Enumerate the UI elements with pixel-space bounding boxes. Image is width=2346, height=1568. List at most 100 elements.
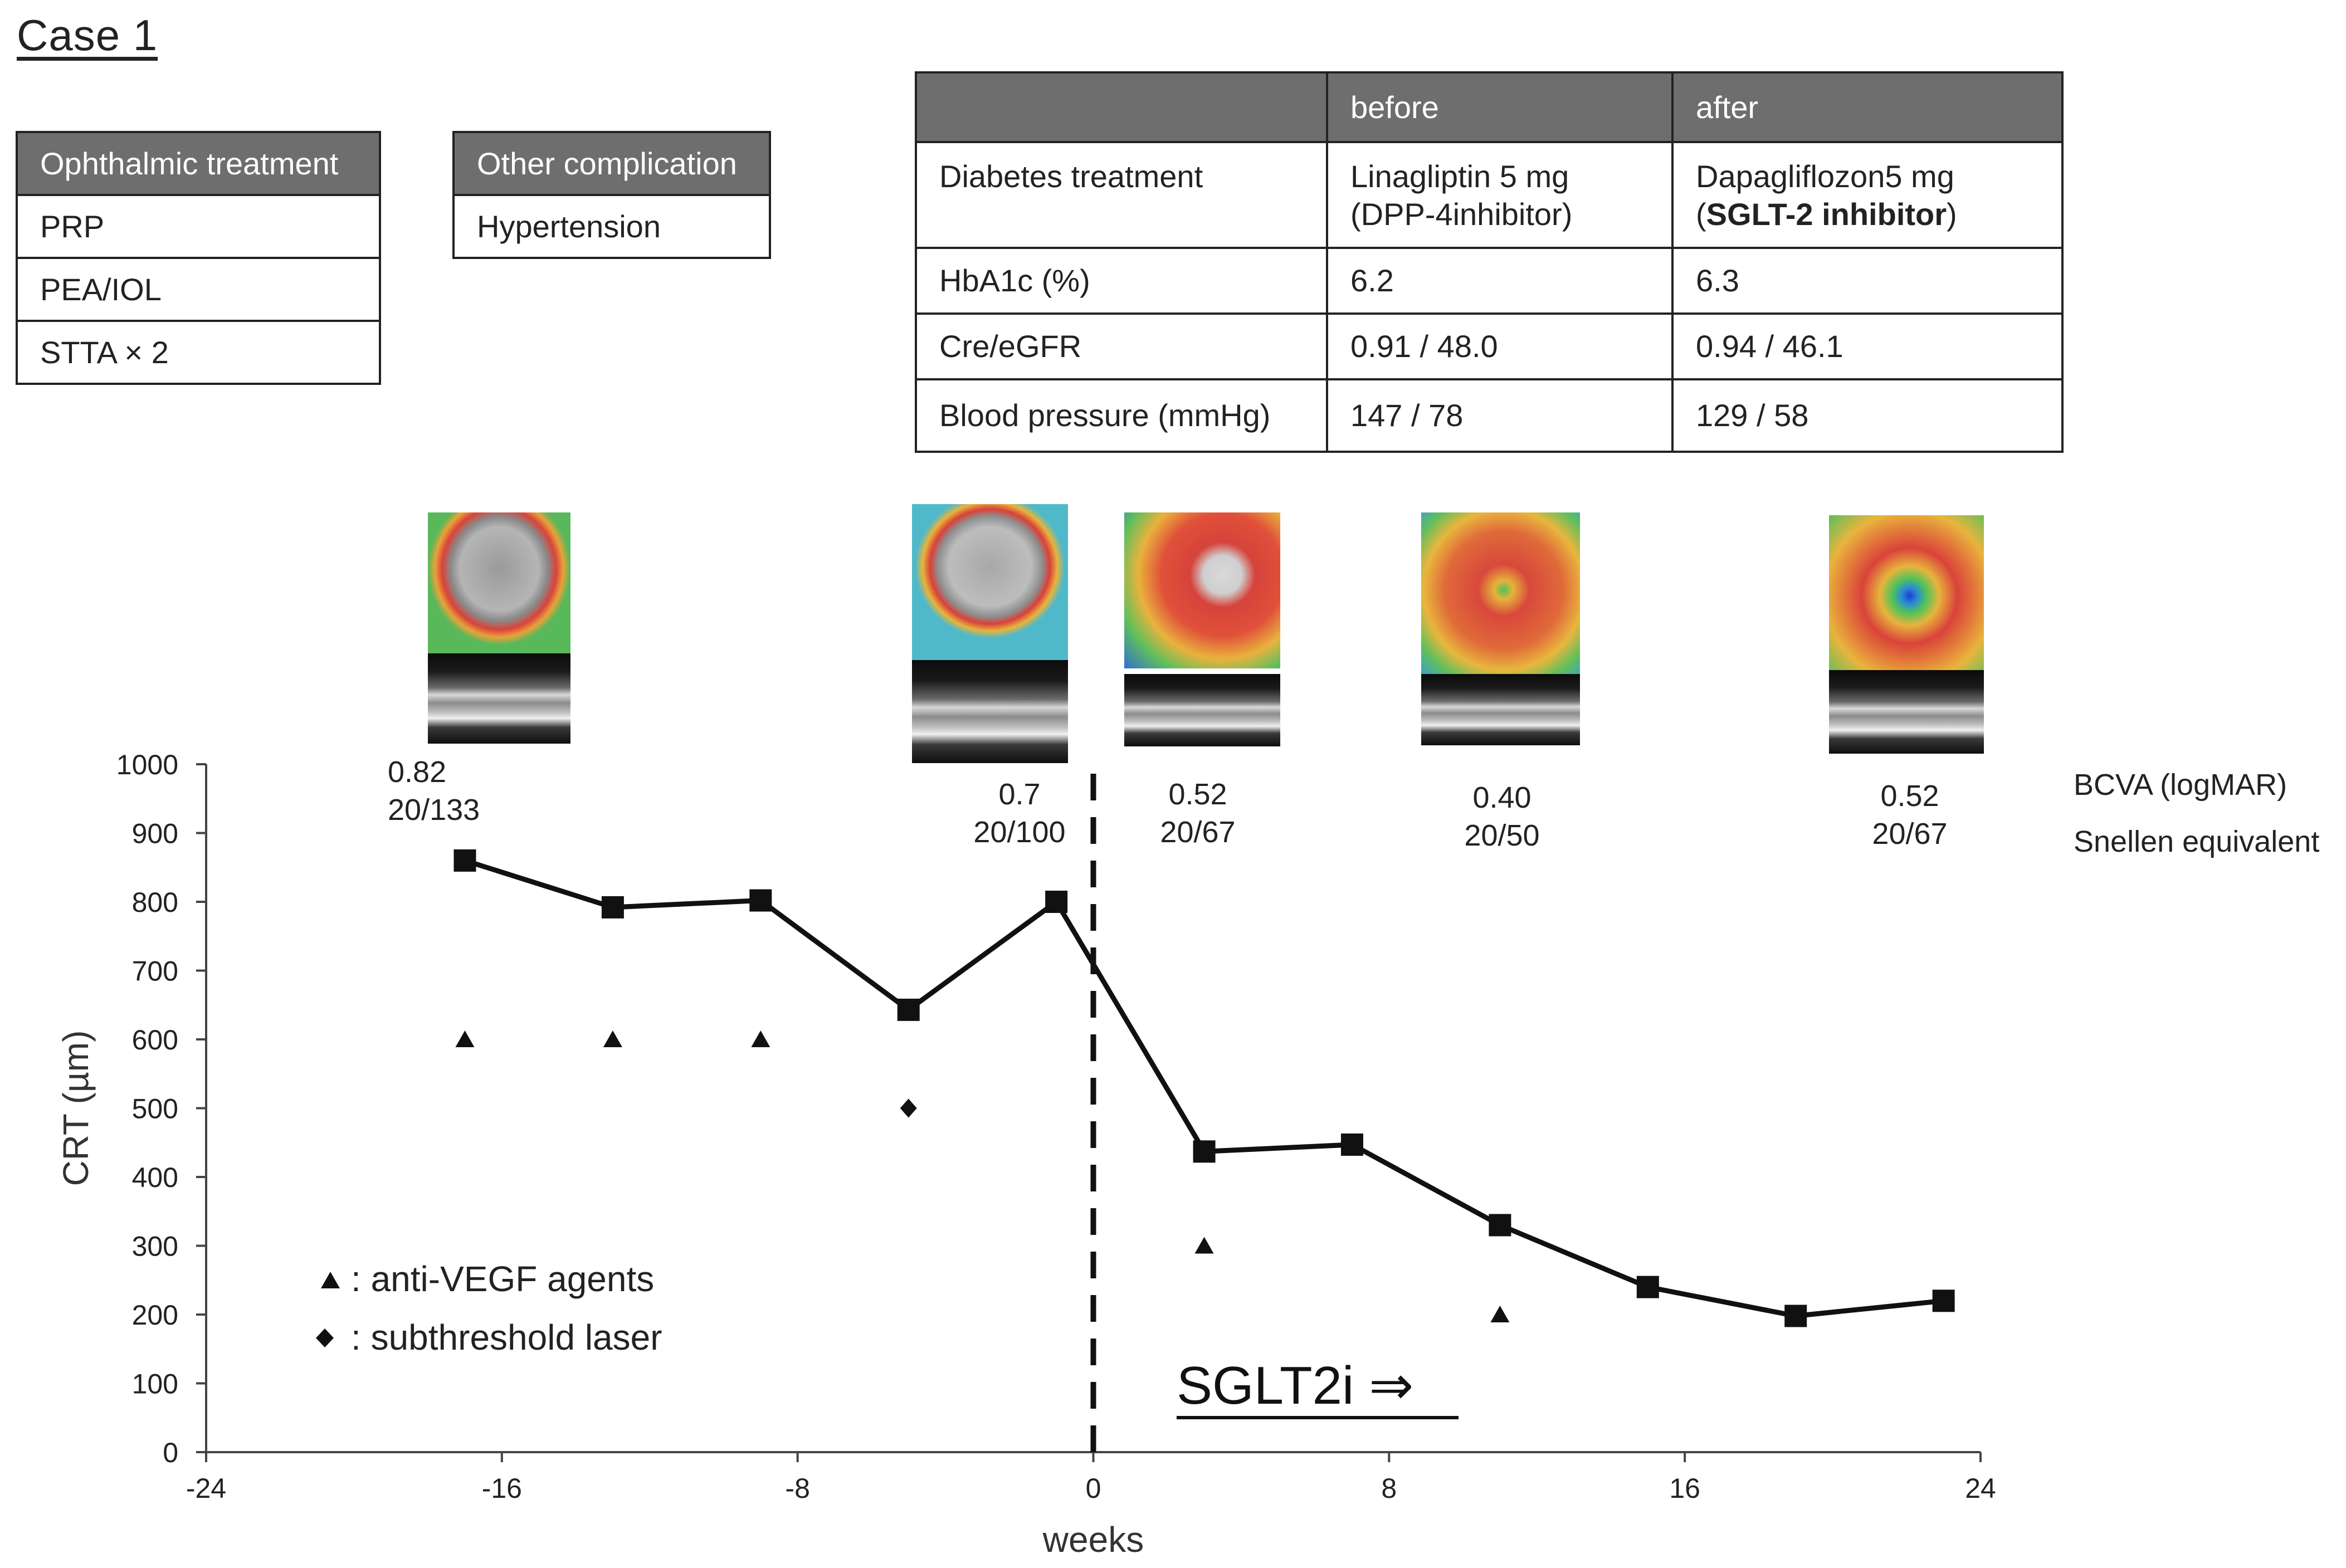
- y-tick-label: 700: [132, 956, 178, 987]
- anti-vegf-marker: [1194, 1237, 1214, 1254]
- crt-point: [1932, 1289, 1955, 1312]
- sglt2i-annotation: SGLT2i ⇒: [1177, 1356, 1413, 1415]
- anti-vegf-marker: [1490, 1306, 1510, 1322]
- after-line1: Dapagliflozon5 mg: [1696, 159, 1954, 194]
- ophthalmic-item: PEA/IOL: [16, 257, 381, 322]
- after-value: 0.94 / 46.1: [1671, 312, 2064, 380]
- crt-point: [1784, 1305, 1807, 1327]
- y-tick-label: 600: [132, 1024, 178, 1056]
- before-value: 6.2: [1326, 247, 1674, 315]
- before-cell: Linagliptin 5 mg (DPP-4inhibitor): [1326, 141, 1674, 249]
- crt-point: [1340, 1133, 1363, 1156]
- after-line2-open: (: [1696, 197, 1706, 232]
- crt-point: [1636, 1276, 1659, 1298]
- thickness-map: [1829, 515, 1984, 670]
- oct-image: [428, 512, 570, 744]
- legend-triangle-icon: [321, 1272, 340, 1288]
- y-tick-label: 500: [132, 1093, 178, 1125]
- oct-scan: [1124, 674, 1280, 746]
- crt-point: [453, 849, 476, 872]
- complication-header: Other complication: [452, 131, 771, 196]
- row-label: Cre/eGFR: [915, 312, 1328, 380]
- y-tick-label: 0: [163, 1437, 178, 1468]
- row-label: Diabetes treatment: [915, 141, 1328, 249]
- ophthalmic-table: Ophthalmic treatment PRP PEA/IOL STTA × …: [16, 131, 381, 385]
- crt-point: [1193, 1140, 1216, 1163]
- summary-header-blank: [915, 71, 1328, 143]
- anti-vegf-marker: [455, 1030, 475, 1047]
- laser-marker: [900, 1098, 917, 1118]
- y-tick-label: 800: [132, 887, 178, 918]
- oct-image: [1124, 512, 1280, 746]
- row-label: HbA1c (%): [915, 247, 1328, 315]
- thickness-map: [428, 512, 570, 653]
- anti-vegf-marker: [603, 1030, 622, 1047]
- bcva-logmar: 0.40: [1472, 781, 1532, 814]
- bcva-logmar: 0.82: [388, 755, 447, 789]
- oct-image: [912, 504, 1068, 763]
- oct-image: [1829, 515, 1984, 754]
- bcva-snellen: 20/67: [1160, 815, 1236, 849]
- bcva-label-2: 0.7 20/100: [958, 775, 1081, 851]
- legend-diamond-icon: [316, 1328, 334, 1347]
- anti-vegf-marker: [751, 1030, 770, 1047]
- crt-point: [1045, 891, 1068, 913]
- summary-table: before after Diabetes treatment Linaglip…: [915, 71, 2064, 453]
- bcva-snellen: 20/133: [388, 793, 480, 827]
- before-value: 0.91 / 48.0: [1326, 312, 1674, 380]
- x-tick-label: -24: [186, 1473, 226, 1504]
- after-line2-close: ): [1947, 197, 1957, 232]
- bcva-label-1: 0.82 20/133: [388, 753, 499, 829]
- oct-image: [1421, 512, 1580, 745]
- before-line2: (DPP-4inhibitor): [1350, 197, 1573, 232]
- y-tick-label: 200: [132, 1300, 178, 1331]
- after-cell: Dapagliflozon5 mg (SGLT-2 inhibitor): [1671, 141, 2064, 249]
- ophthalmic-item: STTA × 2: [16, 320, 381, 385]
- after-line2-bold: SGLT-2 inhibitor: [1706, 197, 1947, 232]
- crt-point: [749, 889, 772, 912]
- bcva-logmar: 0.52: [1168, 778, 1227, 811]
- x-axis-label: weeks: [1042, 1520, 1144, 1560]
- complication-table: Other complication Hypertension: [452, 131, 771, 259]
- bcva-logmar: 0.52: [1880, 779, 1939, 813]
- y-axis-label: CRT (µm): [56, 1030, 96, 1186]
- case-title: Case 1: [17, 11, 158, 60]
- oct-scan: [1421, 674, 1580, 745]
- row-label: Blood pressure (mmHg): [915, 378, 1328, 453]
- bcva-snellen: 20/67: [1872, 817, 1948, 851]
- x-tick-label: 8: [1381, 1473, 1397, 1504]
- y-tick-label: 1000: [116, 749, 178, 780]
- y-tick-label: 400: [132, 1162, 178, 1193]
- x-tick-label: -8: [785, 1473, 809, 1504]
- crt-point: [601, 896, 624, 919]
- complication-item: Hypertension: [452, 194, 771, 259]
- after-value: 129 / 58: [1671, 378, 2064, 453]
- before-value: 147 / 78: [1326, 378, 1674, 453]
- y-tick-label: 900: [132, 818, 178, 849]
- thickness-map: [1124, 512, 1280, 668]
- ophthalmic-item: PRP: [16, 194, 381, 259]
- bcva-label-3: 0.52 20/67: [1137, 775, 1259, 851]
- oct-scan: [1829, 670, 1984, 754]
- x-tick-label: 24: [1965, 1473, 1996, 1504]
- x-tick-label: 0: [1086, 1473, 1101, 1504]
- bcva-snellen: 20/50: [1464, 819, 1540, 852]
- summary-header-after: after: [1671, 71, 2064, 143]
- bcva-logmar: 0.7: [998, 778, 1041, 811]
- after-value: 6.3: [1671, 247, 2064, 315]
- summary-header-before: before: [1326, 71, 1674, 143]
- bcva-label-4: 0.40 20/50: [1441, 779, 1563, 854]
- crt-point: [897, 998, 920, 1021]
- oct-scan: [428, 653, 570, 744]
- thickness-map: [1421, 512, 1580, 674]
- snellen-axis-label: Snellen equivalent: [2074, 825, 2320, 858]
- bcva-label-5: 0.52 20/67: [1848, 777, 1971, 853]
- bcva-axis-label: BCVA (logMAR): [2074, 768, 2288, 802]
- legend-anti-vegf: : anti-VEGF agents: [351, 1259, 654, 1299]
- thickness-map: [912, 504, 1068, 660]
- y-tick-label: 300: [132, 1231, 178, 1262]
- crt-point: [1489, 1214, 1511, 1237]
- x-tick-label: 16: [1669, 1473, 1700, 1504]
- ophthalmic-header: Ophthalmic treatment: [16, 131, 381, 196]
